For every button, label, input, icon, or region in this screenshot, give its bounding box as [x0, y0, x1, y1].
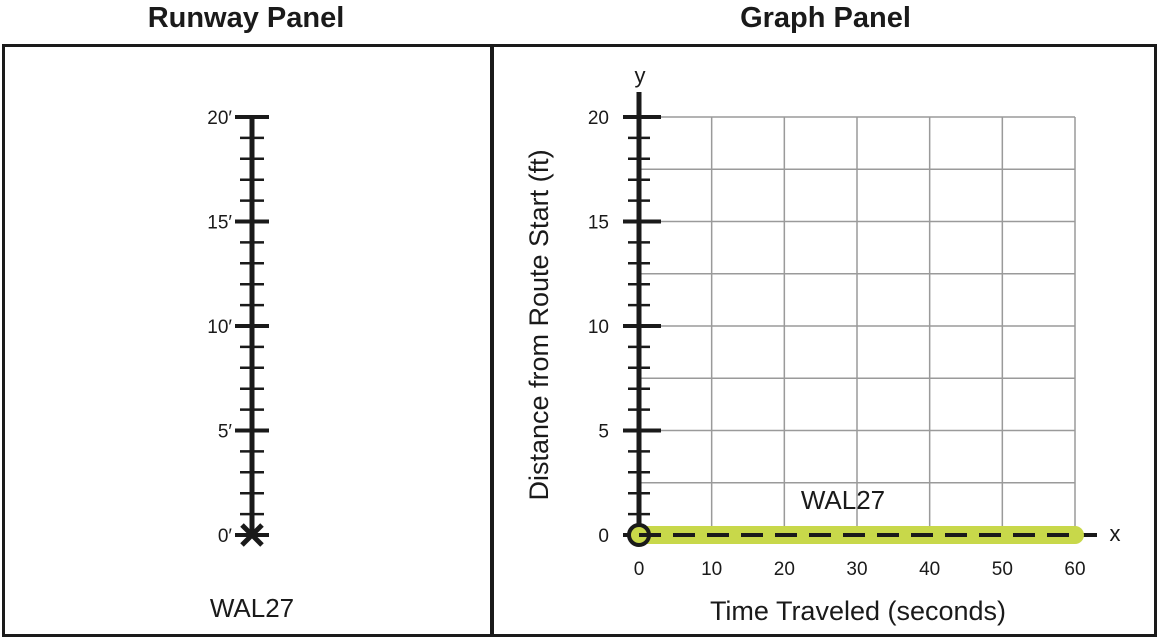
x-axis-letter: x — [1110, 521, 1121, 546]
y-axis-letter: y — [635, 63, 646, 88]
runway-scale-labels: 0′ 5′ 10′ 15′ 20′ — [207, 108, 232, 547]
runway-ruler: 0′ 5′ 10′ 15′ 20′ WAL27 — [207, 108, 294, 623]
x-tick-label: 10 — [701, 559, 722, 580]
distance-time-graph[interactable]: 0 10 20 30 40 50 60 0 5 10 15 20 y x Time Traveled … — [524, 63, 1121, 626]
y-tick-label: 10 — [588, 317, 609, 338]
y-tick-label: 5 — [598, 422, 609, 443]
y-tick-label: 0 — [598, 526, 609, 547]
graph-grid — [639, 116, 1076, 535]
runway-scale-label: 0′ — [218, 526, 233, 547]
runway-scale-label: 20′ — [207, 108, 232, 129]
x-tick-label: 40 — [919, 559, 940, 580]
marker-stroke — [240, 523, 264, 547]
runway-scale-label: 15′ — [207, 213, 232, 234]
graph-axis-ticks — [623, 115, 661, 537]
runway-route-label: WAL27 — [210, 593, 294, 623]
y-tick-label: 15 — [588, 213, 609, 234]
start-point-circle — [627, 523, 651, 547]
graph-panel — [490, 44, 1157, 637]
runway-scale-label: 10′ — [207, 317, 232, 338]
x-tick-label: 50 — [992, 559, 1013, 580]
runway-scale-label: 5′ — [218, 422, 233, 443]
runway-ticks — [235, 115, 269, 537]
x-tick-label: 0 — [634, 559, 645, 580]
series-label: WAL27 — [801, 485, 885, 515]
graph-series — [620, 516, 1094, 554]
y-tick-label: 20 — [588, 108, 609, 129]
x-tick-label: 30 — [846, 559, 867, 580]
runway-panel-title: Runway Panel — [147, 2, 345, 34]
x-axis-title: Time Traveled (seconds) — [710, 596, 1006, 626]
x-tick-label: 60 — [1064, 559, 1085, 580]
runway-position-marker[interactable] — [240, 523, 264, 547]
x-tick-label: 20 — [774, 559, 795, 580]
graph-panel-title: Graph Panel — [740, 2, 911, 34]
y-axis-title: Distance from Route Start (ft) — [524, 149, 554, 500]
graph-tick-labels: 0 10 20 30 40 50 60 0 5 10 15 20 — [588, 108, 1086, 580]
